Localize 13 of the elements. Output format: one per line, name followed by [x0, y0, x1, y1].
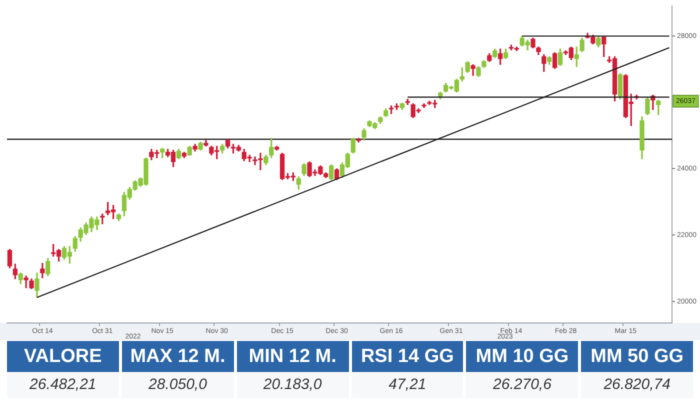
category-label: MAX 12 M. — [122, 341, 234, 372]
text: 26.270,6 — [493, 376, 552, 393]
text: 26.482,21 — [30, 376, 96, 393]
category-label: MM 10 GG — [466, 341, 578, 372]
category-label: MIN 12 M. — [236, 341, 348, 372]
category-label: VALORE — [7, 341, 119, 372]
text: 26.820,74 — [604, 376, 670, 393]
text: 28.050,0 — [148, 376, 207, 393]
category-label: MM 50 GG — [581, 341, 693, 372]
category-label: RSI 14 GG — [352, 341, 464, 372]
text: 20.183,0 — [263, 376, 322, 393]
text: 47,21 — [388, 376, 426, 393]
candlestick — [24, 276, 28, 288]
